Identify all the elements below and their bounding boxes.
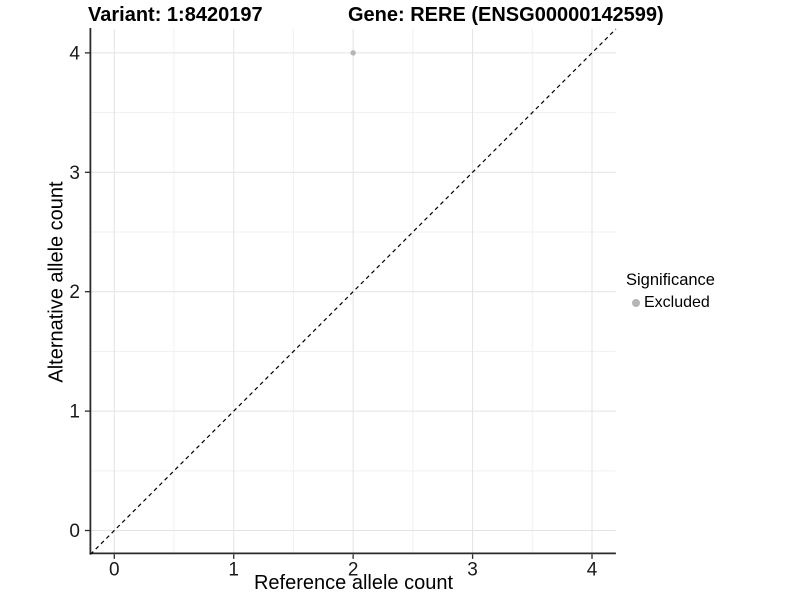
y-tick-label: 4 xyxy=(69,43,80,64)
y-tick-labels: 0 1 2 3 4 xyxy=(69,43,80,542)
legend-marker-circle-icon xyxy=(632,299,640,307)
y-tick-label: 3 xyxy=(69,163,80,184)
x-tick-labels: 0 1 2 3 4 xyxy=(109,560,598,581)
legend-item-label: Excluded xyxy=(644,294,710,311)
x-tick-label: 0 xyxy=(109,560,120,581)
y-tick-label: 1 xyxy=(69,402,80,423)
x-tick-label: 1 xyxy=(228,560,239,581)
legend-title: Significance xyxy=(626,271,715,289)
identity-line xyxy=(89,28,617,555)
variant-title: Variant: 1:8420197 xyxy=(88,4,263,26)
legend: Significance Excluded xyxy=(626,271,715,312)
x-axis-title: Reference allele count xyxy=(253,572,453,594)
x-tick-label: 4 xyxy=(587,560,598,581)
legend-item: Excluded xyxy=(626,294,715,312)
x-tick-label: 2 xyxy=(348,560,359,581)
tick-marks xyxy=(84,52,593,559)
data-point xyxy=(350,50,356,56)
x-tick-label: 3 xyxy=(467,560,478,581)
y-tick-label: 0 xyxy=(69,521,80,542)
y-axis-title: Alternative allele count xyxy=(45,181,68,383)
gene-title: Gene: RERE (ENSG00000142599) xyxy=(348,4,664,26)
grid-major xyxy=(90,29,616,555)
legend-items: Excluded xyxy=(626,294,715,312)
data-points xyxy=(350,50,356,56)
y-tick-label: 2 xyxy=(69,282,80,303)
